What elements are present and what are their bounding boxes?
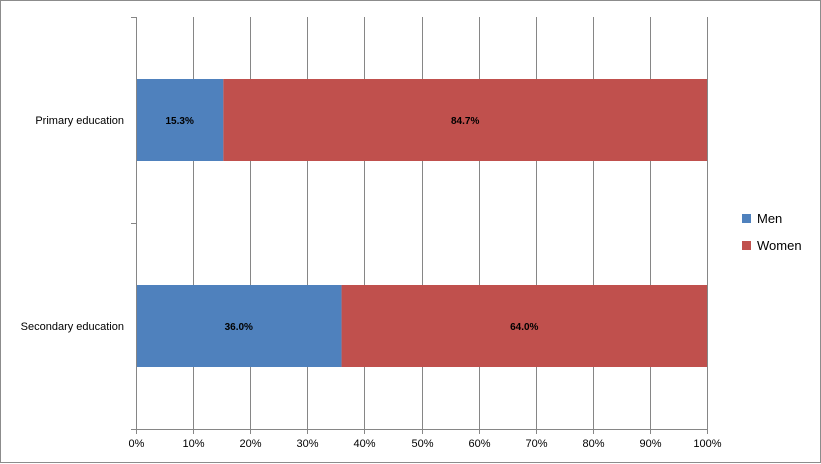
category-label: Primary education (35, 115, 124, 127)
bar-women (223, 79, 707, 161)
axes: 0% 10% 20% 30% 40% 50% 60% 70% 80% 90% 100% Primary… (21, 17, 722, 450)
legend-label: Men (757, 211, 782, 226)
x-tick-label: 20% (239, 438, 261, 450)
x-tick-label: 100% (693, 438, 721, 450)
x-tick-label: 90% (639, 438, 661, 450)
data-label: 15.3% (166, 116, 194, 127)
x-tick-label: 80% (582, 438, 604, 450)
bars (136, 79, 707, 367)
data-label: 64.0% (510, 322, 538, 333)
legend-label: Women (757, 238, 802, 253)
x-tick-label: 50% (411, 438, 433, 450)
x-tick-label: 70% (525, 438, 547, 450)
legend-swatch (742, 214, 751, 223)
bar-men (136, 79, 224, 161)
x-tick-label: 10% (182, 438, 204, 450)
legend: Men Women (742, 211, 802, 253)
bar-men (136, 285, 342, 367)
data-labels: 15.3% 84.7% 36.0% 64.0% (166, 116, 539, 333)
data-label: 36.0% (225, 322, 253, 333)
data-label: 84.7% (451, 116, 479, 127)
gridlines (193, 17, 708, 429)
category-label: Secondary education (21, 321, 124, 333)
x-tick-label: 40% (353, 438, 375, 450)
x-tick-label: 30% (296, 438, 318, 450)
legend-swatch (742, 241, 751, 250)
x-tick-label: 0% (129, 438, 145, 450)
bar-women (341, 285, 707, 367)
x-tick-label: 60% (468, 438, 490, 450)
